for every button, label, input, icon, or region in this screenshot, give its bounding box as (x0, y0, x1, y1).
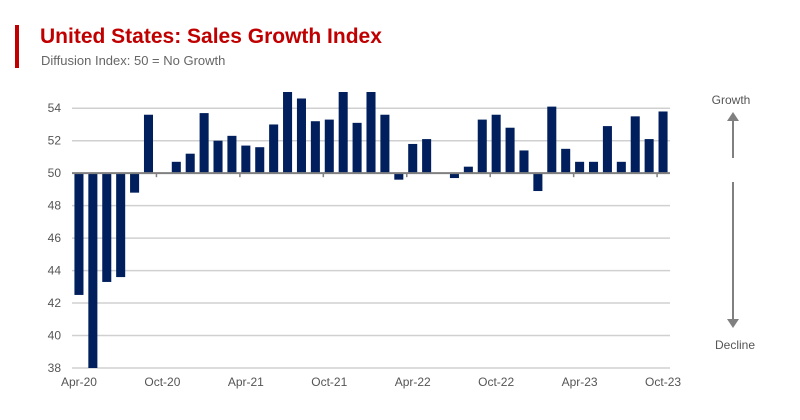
bar-Oct-23 (658, 111, 668, 174)
bar-Sep-20 (143, 114, 154, 174)
bar-Apr-22 (408, 143, 418, 174)
y-tick-label: 44 (48, 264, 62, 278)
bar-Aug-23 (630, 116, 640, 174)
bar-May-20 (88, 173, 98, 368)
y-tick-label: 54 (48, 101, 62, 115)
bar-Jun-20 (102, 173, 112, 282)
chart-title: United States: Sales Growth Index (40, 25, 382, 48)
bar-Jan-22 (366, 92, 376, 174)
bar-Feb-21 (213, 140, 223, 174)
bar-Jul-23 (616, 161, 626, 174)
y-tick-label: 50 (48, 166, 62, 180)
bar-Jun-23 (602, 126, 612, 174)
bar-Apr-21 (241, 145, 251, 174)
bar-Nov-20 (171, 161, 181, 174)
bar-Apr-23 (575, 161, 585, 174)
bar-Feb-22 (380, 114, 390, 174)
y-tick-label: 40 (48, 329, 62, 343)
bar-Dec-21 (352, 122, 362, 174)
bar-May-22 (422, 139, 432, 174)
bar-Feb-23 (547, 106, 557, 174)
bar-Dec-22 (519, 150, 529, 174)
y-tick-label: 38 (48, 361, 62, 375)
bar-Mar-22 (394, 173, 404, 180)
bar-May-23 (588, 161, 599, 174)
bar-Dec-20 (185, 153, 195, 174)
chart-subtitle: Diffusion Index: 50 = No Growth (41, 53, 226, 68)
bar-Aug-22 (463, 166, 473, 174)
bar-Jun-21 (269, 124, 279, 174)
bar-Jul-22 (449, 173, 459, 179)
bar-Aug-21 (296, 98, 306, 174)
bar-Sep-23 (644, 139, 654, 174)
bar-Jan-21 (199, 113, 209, 174)
x-tick-label: Apr-23 (562, 375, 598, 389)
bar-Sep-21 (310, 121, 320, 174)
x-tick-label: Apr-21 (228, 375, 264, 389)
bar-Sep-22 (477, 119, 487, 174)
bar-Oct-21 (324, 119, 334, 174)
bar-Nov-22 (505, 127, 515, 174)
bar-Jan-23 (533, 173, 543, 192)
y-tick-label: 46 (48, 231, 62, 245)
bar-Jul-20 (116, 173, 126, 278)
bar-Aug-20 (130, 173, 140, 193)
bar-Oct-22 (491, 114, 501, 174)
decline-arrow-icon (727, 182, 739, 328)
bar-Jul-21 (283, 92, 293, 174)
growth-label: Growth (712, 93, 751, 107)
y-tick-label: 42 (48, 296, 62, 310)
x-tick-label: Oct-21 (311, 375, 347, 389)
bar-Mar-21 (227, 135, 237, 174)
x-tick-label: Apr-22 (395, 375, 431, 389)
title-accent-bar (15, 25, 19, 68)
decline-label: Decline (715, 338, 755, 352)
bar-May-21 (255, 147, 265, 174)
x-tick-label: Apr-20 (61, 375, 97, 389)
bar-Nov-21 (338, 92, 348, 174)
bar-Apr-20 (74, 173, 84, 295)
x-tick-label: Oct-23 (645, 375, 681, 389)
y-tick-label: 52 (48, 134, 62, 148)
growth-arrow-icon (727, 112, 739, 158)
x-tick-label: Oct-20 (144, 375, 180, 389)
x-tick-label: Oct-22 (478, 375, 514, 389)
y-tick-label: 48 (48, 199, 62, 213)
bar-Mar-23 (561, 148, 571, 174)
